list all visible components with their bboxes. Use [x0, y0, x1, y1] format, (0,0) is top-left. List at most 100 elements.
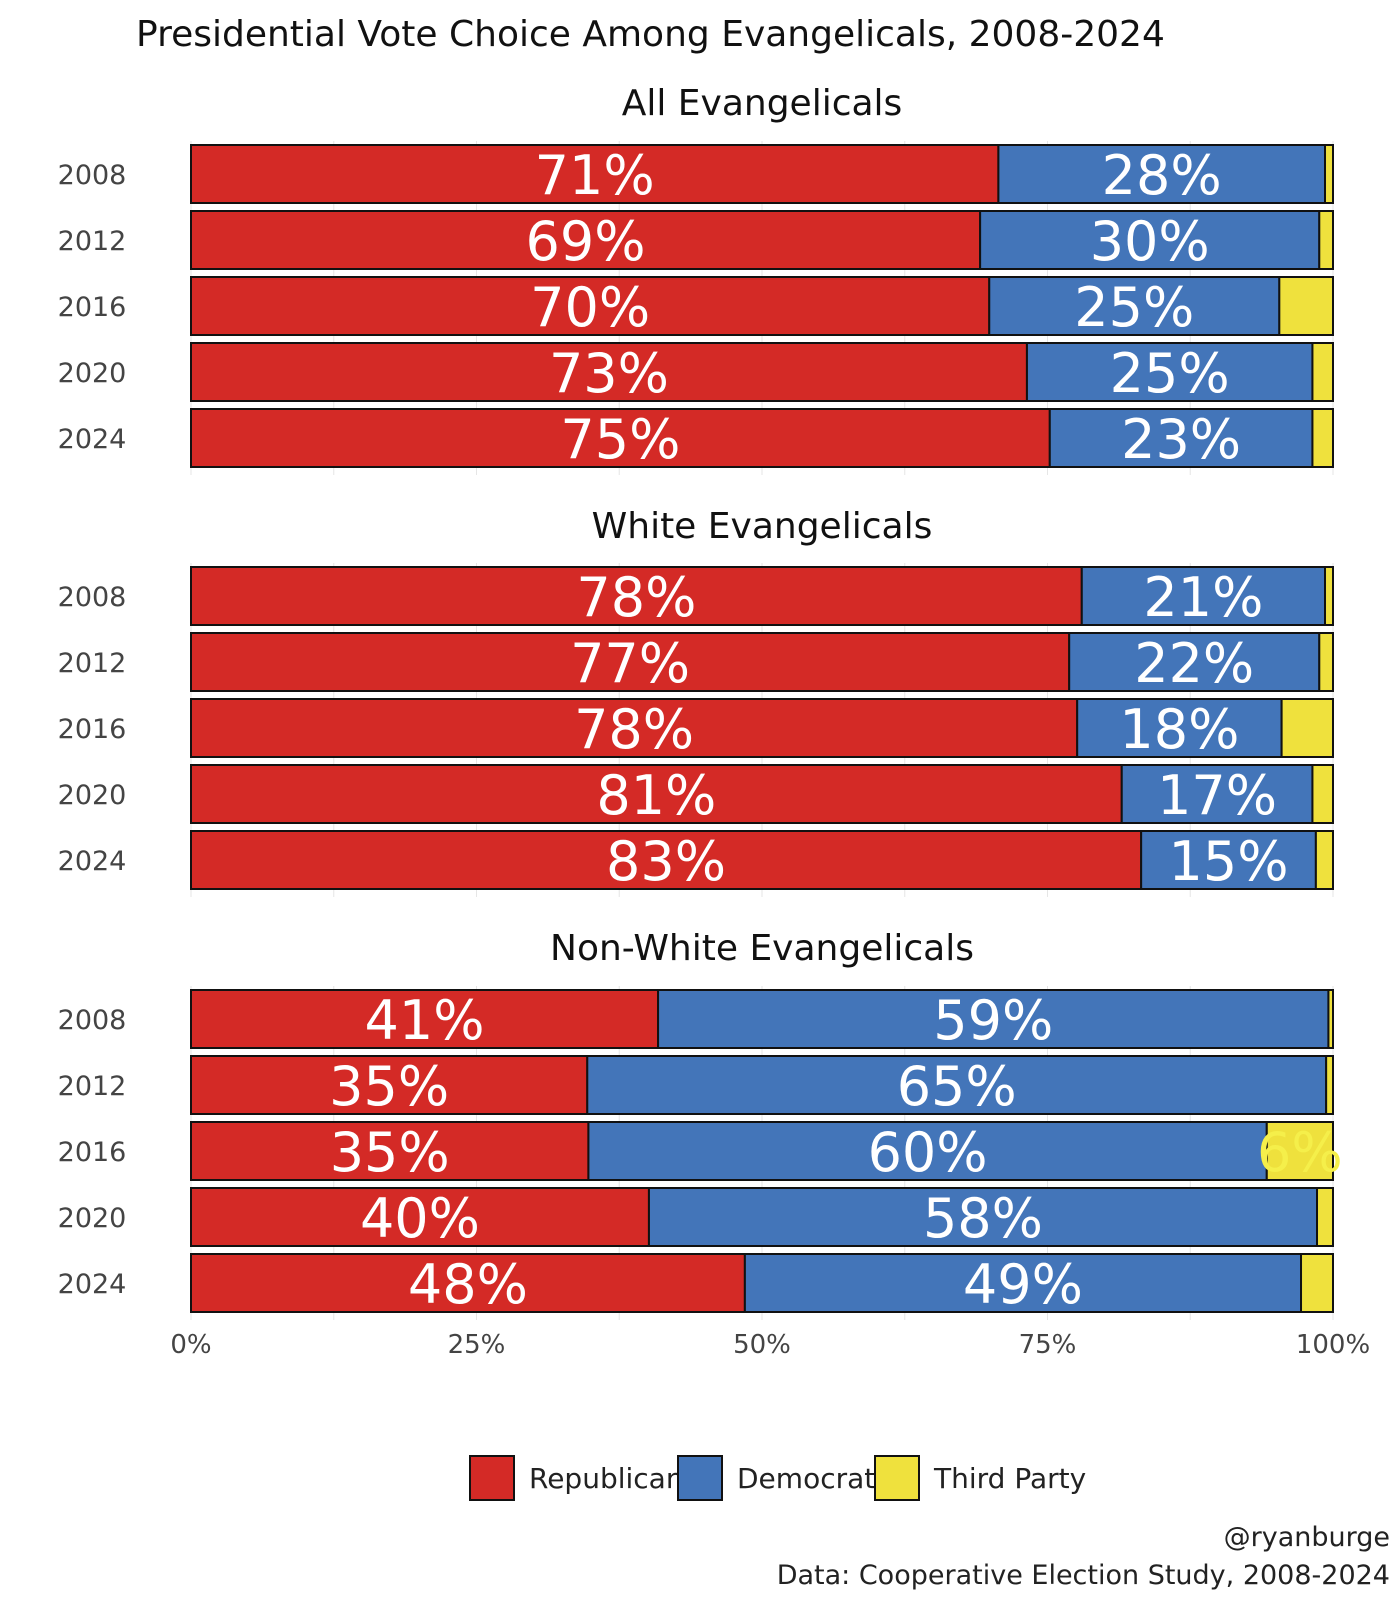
bar-label-republican: 69%: [526, 210, 646, 273]
bar-label-republican: 75%: [560, 408, 680, 471]
x-tick-label: 100%: [1296, 1330, 1370, 1360]
bar-label-democrat: 60%: [868, 1121, 988, 1184]
year-tick-label: 2016: [58, 292, 127, 323]
chart-title: Presidential Vote Choice Among Evangelic…: [136, 14, 1165, 55]
bar-segment-republican: [190, 1253, 746, 1313]
year-tick-label: 2012: [58, 1071, 127, 1102]
bar-segment-third: [1278, 276, 1335, 336]
bar-segment-third: [1311, 408, 1334, 468]
bar-segment-democrat: [1048, 408, 1314, 468]
year-tick-label: 2008: [58, 160, 127, 191]
bar-segment-republican: [190, 764, 1123, 824]
bar-segment-democrat: [1025, 342, 1314, 402]
bar-segment-republican: [190, 698, 1079, 758]
bar-label-third: 6%: [1257, 1121, 1343, 1184]
bar-segment-third: [1318, 210, 1335, 270]
year-tick-label: 2020: [58, 358, 127, 389]
bar-label-democrat: 25%: [1110, 342, 1230, 405]
bar-segment-democrat: [657, 989, 1330, 1049]
year-tick-label: 2016: [58, 1137, 127, 1168]
bar-segment-republican: [190, 210, 982, 270]
bar-label-republican: 41%: [365, 989, 485, 1052]
bar-segment-democrat: [1140, 830, 1317, 890]
year-tick-label: 2008: [58, 1005, 127, 1036]
credit-caption: @ryanburge: [1224, 1522, 1390, 1553]
bar-segment-third: [1311, 764, 1334, 824]
bar-segment-democrat: [997, 144, 1327, 204]
year-tick-label: 2012: [58, 648, 127, 679]
bar-segment-third: [1316, 1187, 1334, 1247]
bar-label-democrat: 18%: [1119, 698, 1239, 761]
bar-label-democrat: 22%: [1134, 632, 1254, 695]
bar-label-republican: 71%: [535, 144, 655, 207]
bar-segment-third: [1324, 144, 1334, 204]
panels: All Evangelicals 2008 71% 28% 2012 69% 30% 2016…: [58, 83, 1343, 1320]
year-tick-label: 2012: [58, 226, 127, 257]
bar-label-republican: 48%: [408, 1253, 528, 1316]
bar-label-republican: 83%: [606, 830, 726, 893]
legend-swatch-republican: [469, 1455, 515, 1501]
year-tick-label: 2020: [58, 780, 127, 811]
bar-segment-republican: [190, 989, 660, 1049]
legend-label-third: Third Party: [933, 1462, 1086, 1495]
legend-label-republican: Republican: [529, 1462, 684, 1495]
bar-label-democrat: 17%: [1157, 764, 1277, 827]
bar-segment-democrat: [988, 276, 1281, 336]
bar-segment-democrat: [1120, 764, 1314, 824]
source-caption: Data: Cooperative Election Study, 2008-2…: [777, 1560, 1390, 1591]
bar-label-democrat: 30%: [1090, 210, 1210, 273]
bar-label-republican: 70%: [530, 276, 650, 339]
bar-segment-democrat: [743, 1253, 1303, 1313]
bar-segment-third: [1324, 566, 1334, 626]
bar-label-republican: 35%: [330, 1121, 450, 1184]
bar-segment-democrat: [1068, 632, 1321, 692]
bar-label-democrat: 15%: [1168, 830, 1288, 893]
bar-segment-republican: [190, 632, 1071, 692]
bar-segment-third: [1325, 1055, 1334, 1115]
bar-segment-third: [1314, 830, 1334, 890]
panel-3: Non-White Evangelicals 2008 41% 59% 2012 35% 6…: [58, 928, 1343, 1320]
bar-label-republican: 81%: [596, 764, 716, 827]
bar-segment-democrat: [586, 1055, 1328, 1115]
bar-segment-third: [1300, 1253, 1335, 1313]
bar-segment-republican: [190, 830, 1143, 890]
bar-segment-republican: [190, 276, 991, 336]
x-tick-label: 75%: [1019, 1330, 1077, 1360]
bar-label-republican: 78%: [574, 698, 694, 761]
bar-label-democrat: 58%: [923, 1187, 1043, 1250]
bar-label-republican: 73%: [549, 342, 669, 405]
bar-segment-third: [1265, 1121, 1335, 1181]
bar-label-republican: 40%: [360, 1187, 480, 1250]
bar-segment-third: [1280, 698, 1334, 758]
bar-label-democrat: 21%: [1143, 566, 1263, 629]
year-tick-label: 2008: [58, 582, 127, 613]
bar-segment-third: [1327, 989, 1335, 1049]
bar-segment-republican: [190, 1055, 589, 1115]
panel-2: White Evangelicals 2008 78% 21% 2012 77% 22% 20…: [58, 506, 1335, 897]
year-tick-label: 2024: [58, 846, 127, 877]
bar-segment-third: [1311, 342, 1334, 402]
year-tick-label: 2020: [58, 1203, 127, 1234]
bar-label-republican: 78%: [576, 566, 696, 629]
legend-swatch-democrat: [677, 1455, 723, 1501]
bar-segment-democrat: [647, 1187, 1319, 1247]
bar-label-democrat: 49%: [963, 1253, 1083, 1316]
panel-title: White Evangelicals: [592, 506, 933, 547]
bar-segment-republican: [190, 408, 1051, 468]
panel-1: All Evangelicals 2008 71% 28% 2012 69% 30% 2016…: [58, 83, 1335, 475]
bar-segment-democrat: [587, 1121, 1268, 1181]
legend-label-democrat: Democrat: [737, 1462, 875, 1495]
year-tick-label: 2024: [58, 1269, 127, 1300]
bar-segment-democrat: [1080, 566, 1327, 626]
bar-label-democrat: 65%: [897, 1055, 1017, 1118]
bar-segment-third: [1318, 632, 1335, 692]
x-tick-label: 50%: [733, 1330, 791, 1360]
x-tick-label: 0%: [170, 1330, 211, 1360]
panel-title: All Evangelicals: [622, 83, 903, 124]
bar-label-democrat: 25%: [1074, 276, 1194, 339]
bar-segment-republican: [190, 1121, 590, 1181]
bar-label-democrat: 23%: [1121, 408, 1241, 471]
panel-title: Non-White Evangelicals: [550, 928, 974, 969]
